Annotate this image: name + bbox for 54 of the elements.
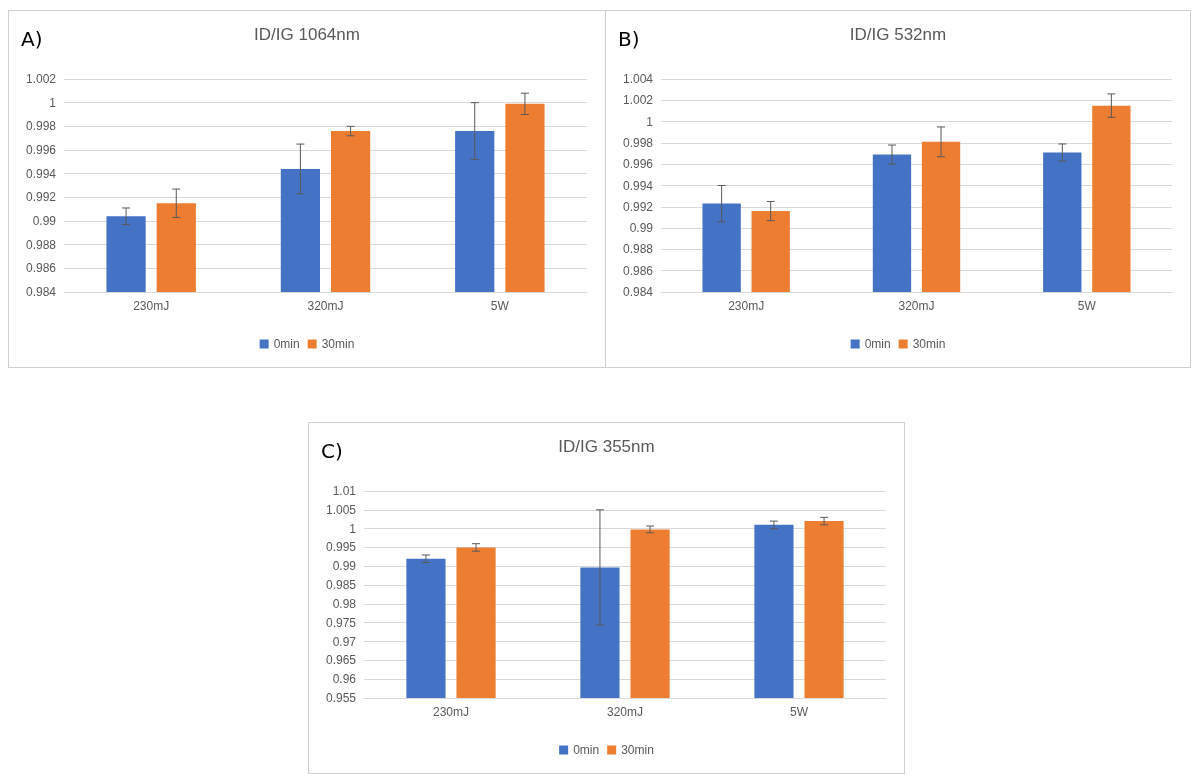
y-tick-label: 0.975 [325, 615, 357, 630]
y-tick-label: 0.986 [622, 263, 654, 278]
y-tick-label: 1 [49, 95, 57, 110]
y-tick-label: 0.988 [622, 242, 654, 257]
y-tick-label: 1.005 [325, 502, 357, 517]
y-tick-label: 0.992 [622, 199, 654, 214]
legend-label: 0min [573, 743, 600, 757]
y-tick-label: 1 [349, 521, 357, 536]
y-tick-label: 0.99 [32, 214, 57, 228]
x-tick-label: 5W [1077, 299, 1097, 313]
x-tick-label: 230mJ [432, 705, 470, 719]
y-tick-label: 0.985 [325, 578, 357, 593]
x-tick-label: 5W [790, 705, 809, 719]
y-tick-label: 0.998 [622, 135, 654, 150]
x-tick-label: 230mJ [133, 299, 170, 313]
legend-label: 30min [912, 337, 946, 351]
text: B) [618, 27, 640, 51]
y-tick-label: 0.96 [332, 672, 357, 687]
y-tick-label: 0.965 [325, 653, 357, 668]
legend-label: 30min [321, 337, 355, 351]
chart-title: ID/IG 1064nm [254, 25, 360, 44]
x-tick-label: 230mJ [728, 299, 765, 313]
y-tick-label: 0.984 [622, 285, 654, 299]
x-tick-label: 320mJ [898, 299, 935, 313]
y-tick-label: 0.98 [332, 596, 357, 611]
legend-label: 0min [273, 337, 300, 351]
y-tick-label: 0.986 [25, 261, 57, 276]
y-tick-label: 0.955 [325, 691, 357, 705]
legend-label: 0min [864, 337, 891, 351]
chart-title: ID/IG 532nm [849, 25, 947, 44]
y-tick-label: 1.01 [332, 484, 357, 498]
legend-label: 30min [621, 743, 654, 757]
y-tick-label: 0.996 [622, 157, 654, 172]
y-tick-label: 0.998 [25, 119, 57, 134]
y-tick-label: 0.984 [25, 285, 57, 299]
y-tick-label: 0.988 [25, 237, 57, 252]
y-tick-label: 1.002 [25, 72, 57, 86]
x-tick-label: 320mJ [307, 299, 344, 313]
x-tick-label: 5W [490, 299, 510, 313]
chart-title: ID/IG 355nm [558, 437, 655, 456]
y-tick-label: 0.97 [332, 634, 357, 649]
y-tick-label: 0.99 [629, 221, 654, 236]
y-tick-label: 0.995 [325, 540, 357, 555]
text: C) [321, 439, 343, 463]
y-tick-label: 0.996 [25, 143, 57, 157]
y-tick-label: 1 [646, 114, 654, 129]
y-tick-label: 1.002 [622, 93, 654, 108]
text: A) [21, 27, 43, 51]
y-tick-label: 0.992 [25, 190, 57, 205]
y-tick-label: 0.99 [332, 559, 357, 574]
x-tick-label: 320mJ [606, 705, 644, 719]
y-tick-label: 0.994 [25, 166, 57, 181]
y-tick-label: 1.004 [622, 72, 654, 86]
y-tick-label: 0.994 [622, 178, 654, 193]
